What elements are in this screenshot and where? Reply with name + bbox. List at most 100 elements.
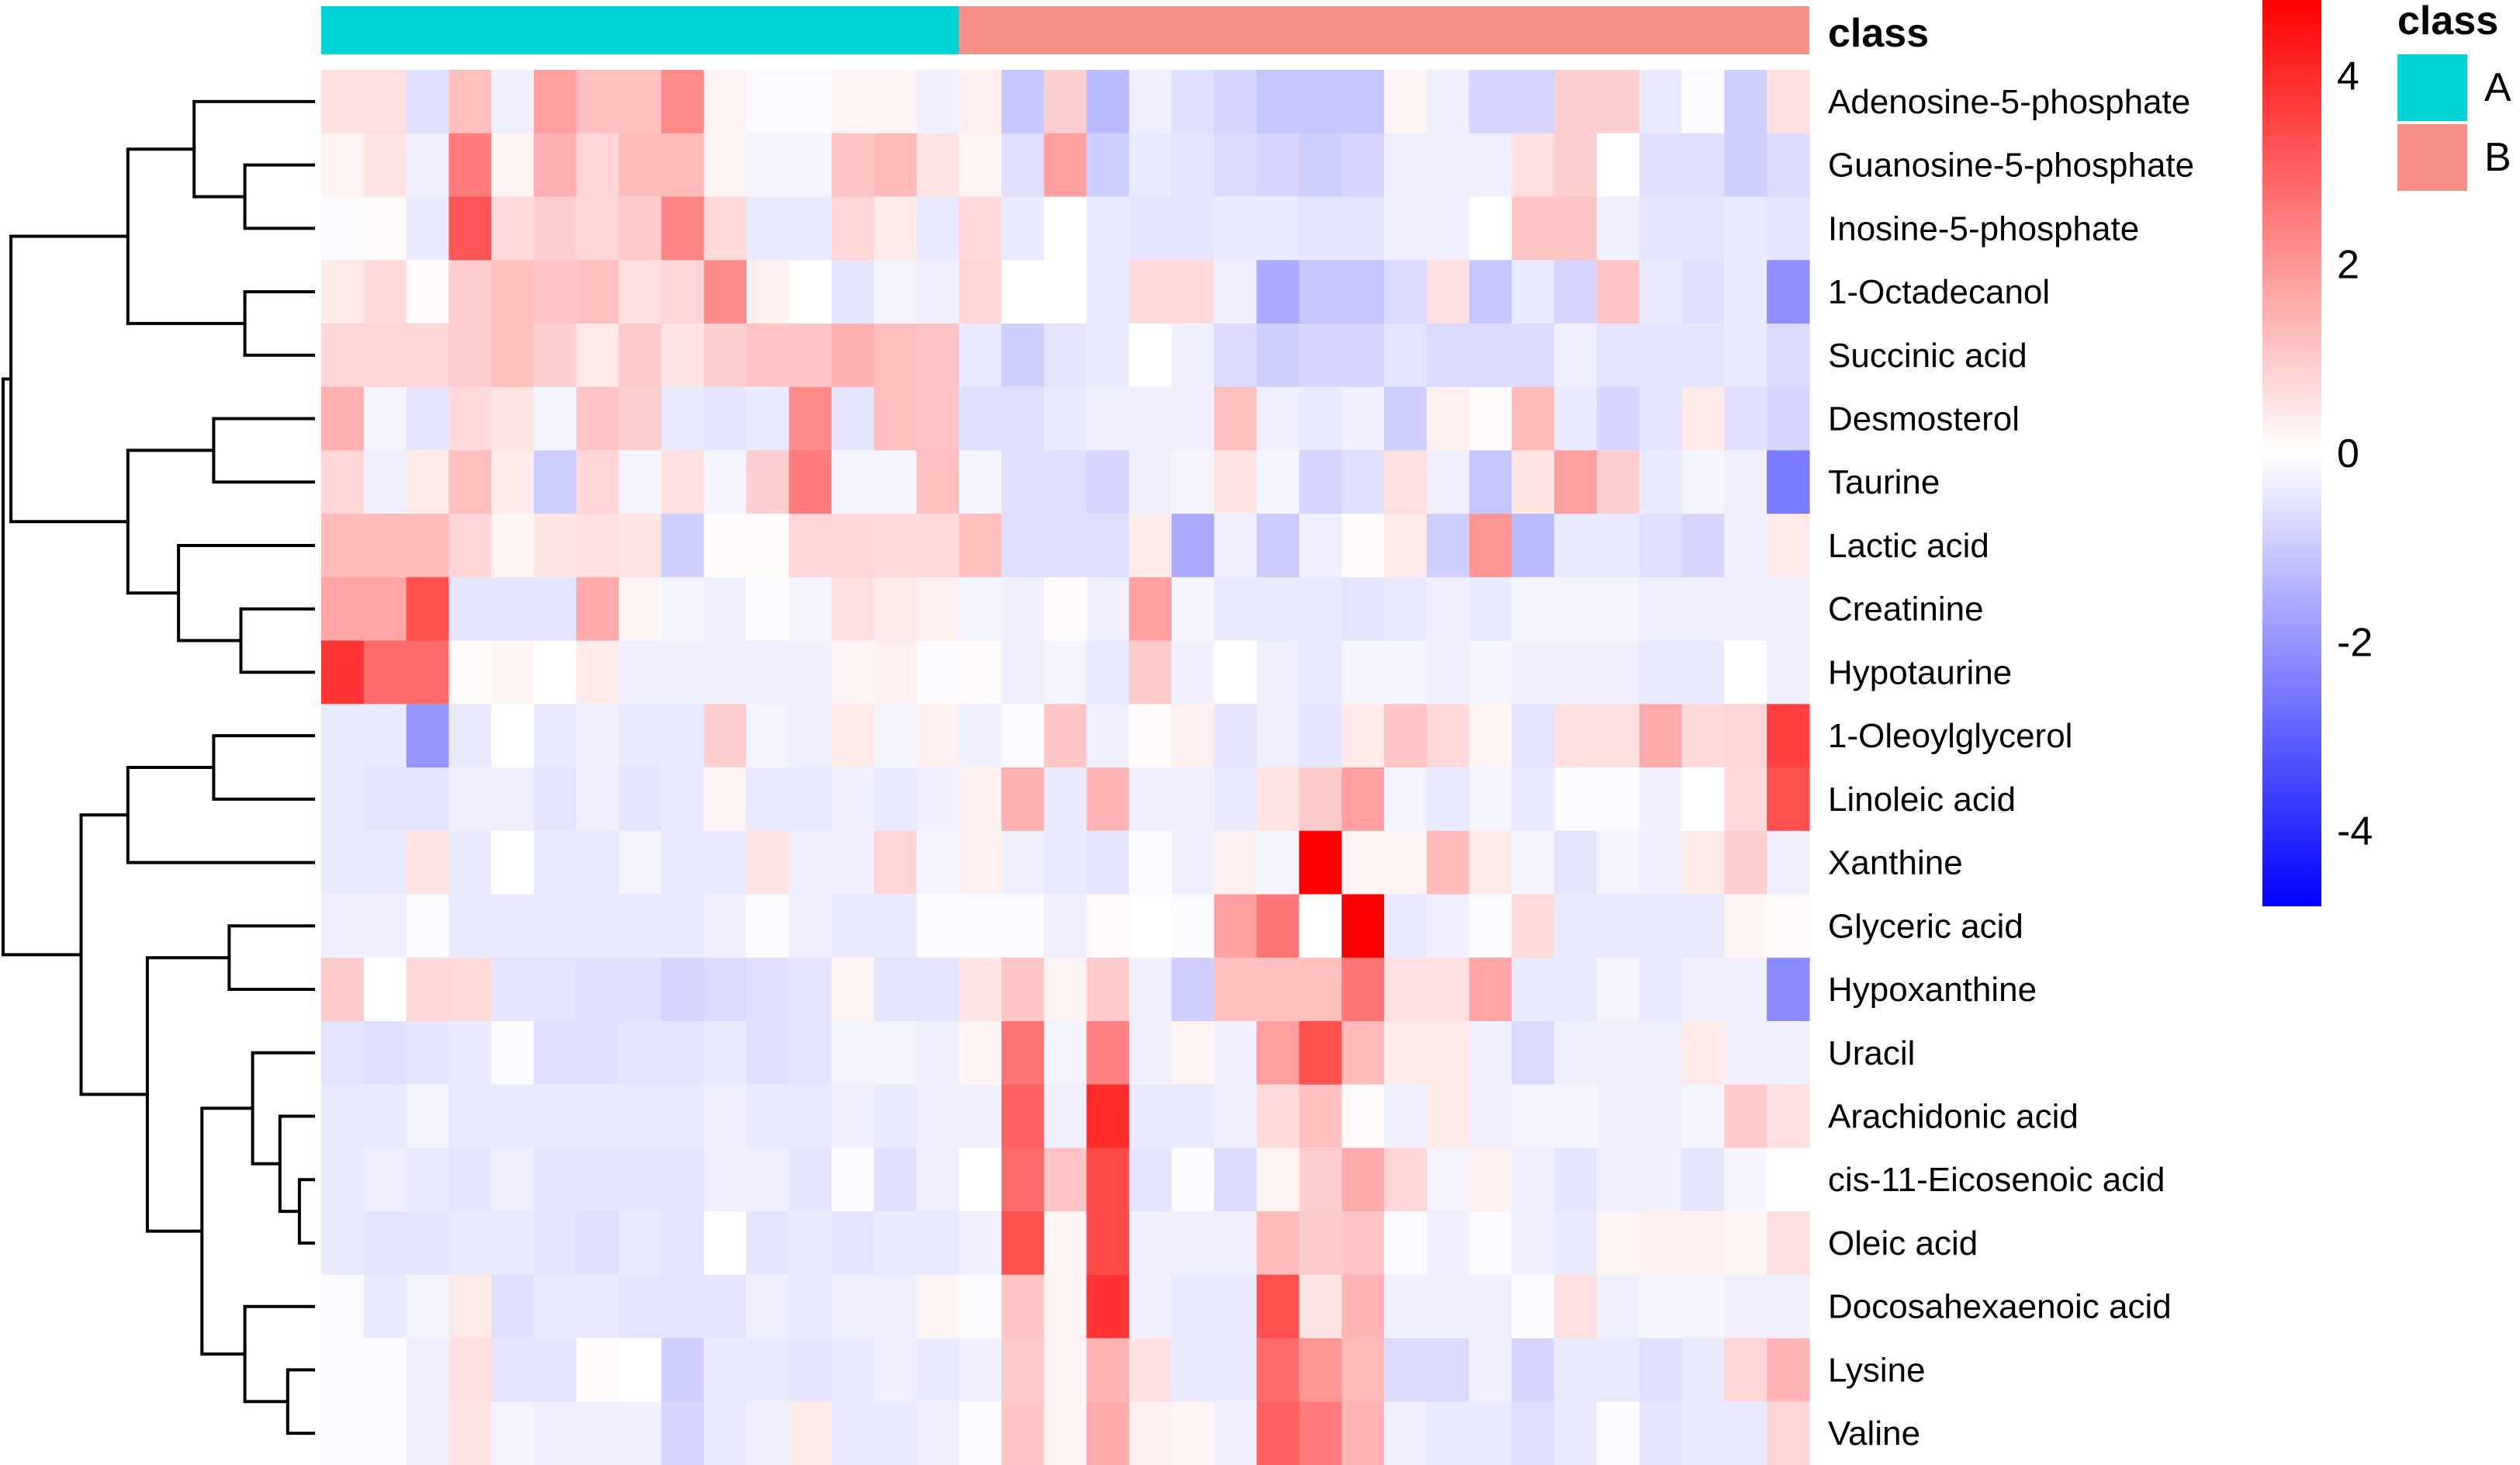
heatmap-cell xyxy=(874,70,917,134)
heatmap-cell xyxy=(1001,386,1045,451)
heatmap-cell xyxy=(1469,1084,1512,1148)
heatmap-cell xyxy=(1129,577,1172,642)
heatmap-cell xyxy=(1384,260,1428,324)
heatmap-cell xyxy=(1129,1338,1172,1402)
heatmap-cell xyxy=(1639,830,1683,895)
heatmap-cell xyxy=(406,70,449,134)
heatmap-cell xyxy=(1511,640,1555,705)
heatmap-cell xyxy=(831,1020,874,1086)
heatmap-cell xyxy=(1554,1211,1598,1276)
heatmap-cell xyxy=(618,1211,662,1276)
color-scale-bar xyxy=(2262,0,2321,906)
heatmap-cell xyxy=(1299,1401,1342,1465)
heatmap-cell xyxy=(831,1211,874,1276)
heatmap-cell xyxy=(1724,704,1767,768)
dendrogram-branch xyxy=(251,1051,315,1165)
heatmap-cell xyxy=(874,894,917,958)
heatmap-cell xyxy=(1001,1020,1045,1086)
heatmap-cell xyxy=(1724,894,1767,958)
heatmap-cell xyxy=(491,450,535,514)
heatmap-cell xyxy=(1554,1338,1598,1402)
heatmap-cell xyxy=(1299,323,1342,388)
heatmap-cell xyxy=(1469,133,1512,198)
heatmap-cell xyxy=(534,1084,577,1148)
heatmap-cell xyxy=(916,1148,960,1212)
heatmap-cell xyxy=(576,450,620,514)
heatmap-cell xyxy=(1639,1084,1683,1148)
heatmap-cell xyxy=(874,958,917,1022)
heatmap-cell xyxy=(1044,133,1087,198)
heatmap-cell xyxy=(448,196,492,261)
heatmap-cell xyxy=(1172,196,1215,261)
heatmap-cell xyxy=(1724,386,1767,451)
heatmap-cell xyxy=(959,640,1002,705)
heatmap-cell xyxy=(491,640,535,705)
heatmap-cell xyxy=(959,577,1002,642)
heatmap-cell xyxy=(1172,1020,1215,1086)
heatmap-cell xyxy=(788,1211,832,1276)
heatmap-cell xyxy=(576,323,620,388)
heatmap-cell xyxy=(1172,323,1215,388)
heatmap-cell xyxy=(321,1211,365,1276)
heatmap-cell xyxy=(1129,1084,1172,1148)
heatmap-cell xyxy=(704,1084,747,1148)
heatmap-cell xyxy=(916,704,960,768)
heatmap-cell xyxy=(704,1211,747,1276)
heatmap-cell xyxy=(1086,1338,1130,1402)
heatmap-cell xyxy=(618,577,662,642)
heatmap-cell xyxy=(1341,70,1385,134)
heatmap-cell xyxy=(1213,704,1258,768)
heatmap-cell xyxy=(1172,1084,1215,1148)
heatmap-cell xyxy=(1384,514,1428,578)
heatmap-cell xyxy=(406,1211,449,1276)
heatmap-cell xyxy=(1086,767,1130,832)
heatmap-cell xyxy=(1469,704,1512,768)
heatmap-cell xyxy=(491,323,535,388)
heatmap-cell xyxy=(788,323,832,388)
heatmap-cell xyxy=(1554,1148,1598,1212)
heatmap-cell xyxy=(1129,386,1172,451)
heatmap-cell xyxy=(1469,767,1512,832)
heatmap-cell xyxy=(321,1401,365,1465)
heatmap-cell xyxy=(704,704,747,768)
heatmap-cell xyxy=(661,450,704,514)
heatmap-cell xyxy=(321,1084,365,1148)
heatmap-cell xyxy=(874,514,917,578)
heatmap-cell xyxy=(1299,386,1342,451)
heatmap-cell xyxy=(1597,1084,1640,1148)
heatmap-cell xyxy=(1341,196,1385,261)
heatmap-cell xyxy=(1724,1020,1767,1086)
heatmap-cell xyxy=(1511,958,1555,1022)
heatmap-cell xyxy=(448,640,492,705)
heatmap-cell xyxy=(1213,323,1258,388)
heatmap-cell xyxy=(1554,323,1598,388)
heatmap-cell xyxy=(1384,958,1428,1022)
heatmap-cell xyxy=(491,1338,535,1402)
heatmap-cell xyxy=(746,70,790,134)
heatmap-cell xyxy=(746,323,790,388)
heatmap-cell xyxy=(1511,70,1555,134)
heatmap-cell xyxy=(1384,767,1428,832)
heatmap-cell xyxy=(1341,450,1385,514)
heatmap-cell xyxy=(1639,133,1683,198)
heatmap-cell xyxy=(661,1338,704,1402)
heatmap-cell xyxy=(788,260,832,324)
heatmap-cell xyxy=(746,577,790,642)
heatmap-cell xyxy=(1681,260,1725,324)
heatmap-cell xyxy=(1469,1338,1512,1402)
heatmap-cell xyxy=(576,1211,620,1276)
heatmap-cell xyxy=(1299,1211,1342,1276)
heatmap-cell xyxy=(959,70,1002,134)
heatmap-cell xyxy=(1511,196,1555,261)
heatmap-cell xyxy=(788,1148,832,1212)
heatmap-cell xyxy=(1086,514,1130,578)
heatmap-cell xyxy=(916,1338,960,1402)
heatmap-cell xyxy=(1681,1274,1725,1339)
heatmap-cell xyxy=(788,196,832,261)
heatmap-cell xyxy=(916,1020,960,1086)
heatmap-cell xyxy=(534,260,577,324)
heatmap-cell xyxy=(1681,1338,1725,1402)
heatmap-cell xyxy=(916,260,960,324)
heatmap-cell xyxy=(1767,514,1810,578)
heatmap-cell xyxy=(534,1274,577,1339)
